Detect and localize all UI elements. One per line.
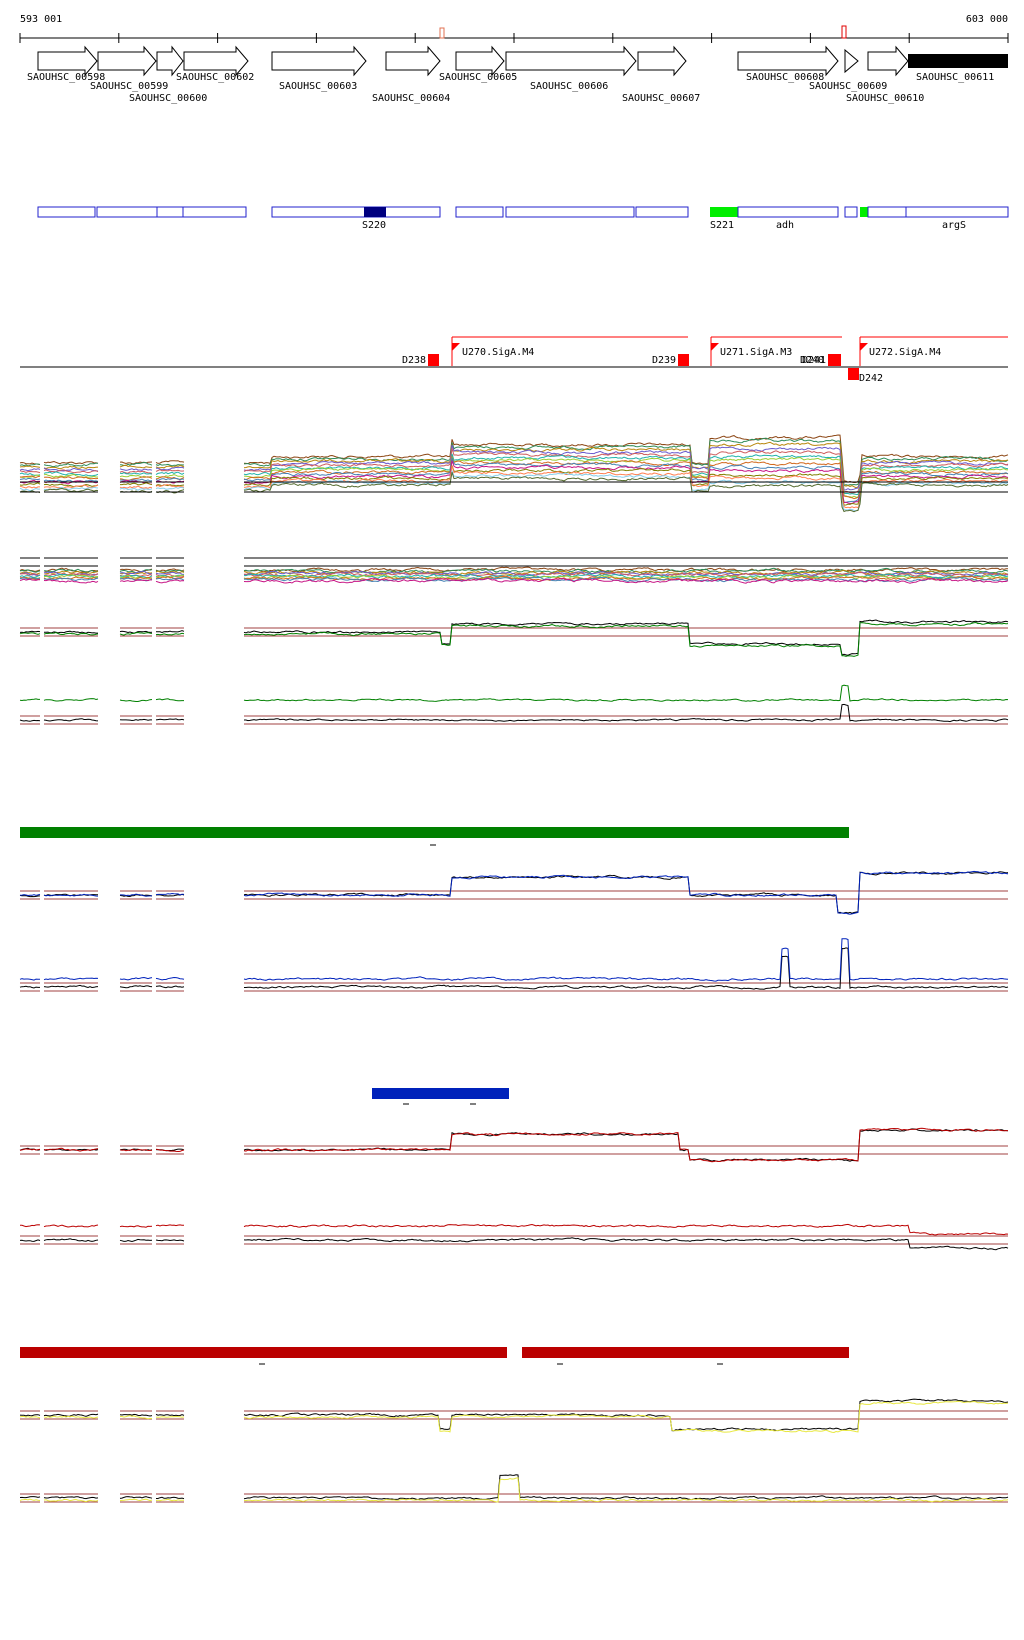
gene-label: SAOUHSC_00605 [439, 72, 517, 83]
downstream-marker[interactable] [848, 368, 859, 380]
gene-arrow[interactable] [844, 48, 859, 74]
annotation-label: S220 [362, 220, 386, 231]
profile-track-yellow-1 [19, 1398, 1009, 1434]
gene-label: SAOUHSC_00603 [279, 81, 357, 92]
profile-track-green-2 [19, 684, 1009, 725]
transcript-label: D241 [802, 355, 826, 366]
gene-arrow[interactable] [156, 45, 184, 77]
profile-track-blue-1 [19, 870, 1009, 915]
downstream-marker[interactable] [828, 354, 841, 366]
gene-label: SAOUHSC_00611 [916, 72, 994, 83]
gene-arrow[interactable] [637, 45, 687, 77]
gene-label: SAOUHSC_00607 [622, 93, 700, 104]
gene-arrow[interactable] [737, 45, 839, 77]
segment-green[interactable] [20, 827, 849, 838]
profile-track-blue-2 [19, 938, 1009, 992]
downstream-marker[interactable] [678, 354, 689, 366]
profile-track-green-1 [19, 619, 1009, 657]
annotation-label: adh [776, 220, 794, 231]
gene-arrow[interactable] [37, 45, 98, 77]
gene-label: SAOUHSC_00608 [746, 72, 824, 83]
profile-track-multi [19, 434, 1009, 513]
gene-label: SAOUHSC_00600 [129, 93, 207, 104]
annotation-track: S220 S221 adh argS [37, 206, 1009, 231]
coord-start: 593 001 [20, 14, 62, 25]
gene-label: SAOUHSC_00610 [846, 93, 924, 104]
gene-arrow[interactable] [97, 45, 157, 77]
annotation-label: argS [942, 220, 966, 231]
downstream-marker[interactable] [428, 354, 439, 366]
gene-label: SAOUHSC_00609 [809, 81, 887, 92]
gene-label: SAOUHSC_00602 [176, 72, 254, 83]
coordinate-ruler: 593 001 603 000 [19, 14, 1009, 43]
gene-arrow[interactable] [271, 45, 367, 77]
segment-red[interactable] [20, 1347, 507, 1358]
annotation-s220[interactable] [364, 207, 386, 217]
gene-arrow[interactable] [183, 45, 249, 77]
gene-arrow[interactable] [385, 45, 441, 77]
segment-red[interactable] [522, 1347, 849, 1358]
profile-track-red-1 [19, 1127, 1009, 1163]
expression-tracks [19, 434, 1009, 1503]
transcript-label: D238 [402, 355, 426, 366]
gene-label: SAOUHSC_00598 [27, 72, 105, 83]
profile-track-yellow-2 [19, 1474, 1009, 1503]
segment-blue[interactable] [372, 1088, 509, 1099]
coord-end: 603 000 [966, 14, 1008, 25]
transcript-label: U270.SigA.M4 [462, 347, 534, 358]
transcript-label: D240 [800, 355, 824, 366]
annotation-s221[interactable] [710, 207, 738, 217]
gene-label: SAOUHSC_00599 [90, 81, 168, 92]
gene-arrow[interactable] [505, 45, 637, 77]
transcript-label: U272.SigA.M4 [869, 347, 941, 358]
transcript-label: D242 [859, 373, 883, 384]
gene-arrow[interactable] [455, 45, 505, 77]
annotation-label: S221 [710, 220, 734, 231]
gene-arrow-filled[interactable] [908, 54, 1008, 68]
profile-track-red-2 [19, 1223, 1009, 1251]
transcript-label: U271.SigA.M3 [720, 347, 792, 358]
transcription-unit-track: D238 D239 D240 D241 D242 U270.SigA.M4 U2… [20, 336, 1008, 384]
gene-label: SAOUHSC_00604 [372, 93, 450, 104]
transcript-label: D239 [652, 355, 676, 366]
condition-segments [20, 827, 849, 1365]
gene-label: SAOUHSC_00606 [530, 81, 608, 92]
profile-track-multi-2 [19, 557, 1009, 584]
gene-track: SAOUHSC_00598 SAOUHSC_00599 SAOUHSC_0060… [27, 45, 1008, 104]
gene-arrow[interactable] [867, 45, 909, 77]
